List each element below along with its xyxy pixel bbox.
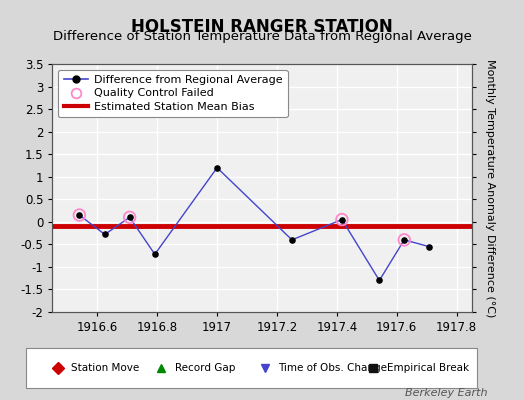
Text: Record Gap: Record Gap xyxy=(175,363,235,373)
Text: Difference of Station Temperature Data from Regional Average: Difference of Station Temperature Data f… xyxy=(52,30,472,43)
Text: Berkeley Earth: Berkeley Earth xyxy=(405,388,487,398)
Point xyxy=(101,231,109,238)
Point xyxy=(425,244,433,250)
Point xyxy=(400,237,408,243)
Text: Station Move: Station Move xyxy=(71,363,139,373)
Point xyxy=(75,212,83,218)
Point xyxy=(400,237,408,243)
Point xyxy=(338,216,346,223)
Text: HOLSTEIN RANGER STATION: HOLSTEIN RANGER STATION xyxy=(131,18,393,36)
Point xyxy=(338,216,346,223)
Point xyxy=(288,237,296,243)
Point xyxy=(125,214,134,220)
Point xyxy=(213,164,221,171)
Text: Time of Obs. Change: Time of Obs. Change xyxy=(279,363,388,373)
Point xyxy=(150,251,159,258)
Legend: Difference from Regional Average, Quality Control Failed, Estimated Station Mean: Difference from Regional Average, Qualit… xyxy=(58,70,288,117)
Y-axis label: Monthly Temperature Anomaly Difference (°C): Monthly Temperature Anomaly Difference (… xyxy=(485,59,495,317)
Point xyxy=(75,212,83,218)
Text: Empirical Break: Empirical Break xyxy=(387,363,469,373)
FancyBboxPatch shape xyxy=(26,348,477,388)
Point xyxy=(375,277,384,284)
Point xyxy=(125,214,134,220)
